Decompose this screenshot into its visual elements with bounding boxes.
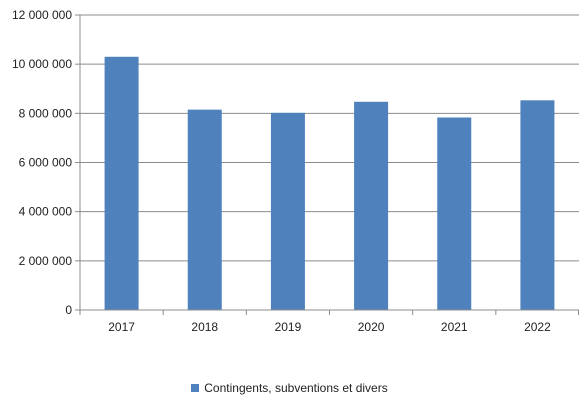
y-tick-label: 0	[65, 303, 72, 317]
legend-label: Contingents, subventions et divers	[204, 381, 388, 395]
x-tick-label-2019: 2019	[275, 320, 302, 334]
x-tick-label-2020: 2020	[358, 320, 385, 334]
y-tick-label: 10 000 000	[12, 57, 72, 71]
axes	[75, 14, 579, 315]
bars	[104, 56, 555, 310]
y-tick-label: 6 000 000	[19, 156, 73, 170]
y-tick-label: 8 000 000	[19, 106, 73, 120]
legend: Contingents, subventions et divers	[0, 381, 579, 395]
bar-2020	[354, 101, 389, 310]
bar-2019	[270, 112, 305, 310]
x-tick-label-2018: 2018	[191, 320, 218, 334]
gridlines	[80, 14, 579, 262]
bar-2018	[187, 109, 222, 310]
bar-2022	[520, 100, 555, 310]
y-axis-tick-labels: 0 2 000 000 4 000 000 6 000 000 8 000 000 10 …	[12, 8, 72, 317]
legend-swatch	[191, 384, 200, 392]
y-tick-label: 4 000 000	[19, 205, 73, 219]
x-tick-label-2021: 2021	[441, 320, 468, 334]
x-axis-tick-labels: 2017 2018 2019 2020 2021 2022	[108, 320, 551, 334]
x-tick-label-2017: 2017	[108, 320, 135, 334]
y-tick-label: 12 000 000	[12, 8, 72, 22]
x-tick-label-2022: 2022	[524, 320, 551, 334]
y-tick-label: 2 000 000	[19, 254, 73, 268]
bar-2021	[437, 117, 472, 310]
bar-2017	[104, 56, 139, 310]
